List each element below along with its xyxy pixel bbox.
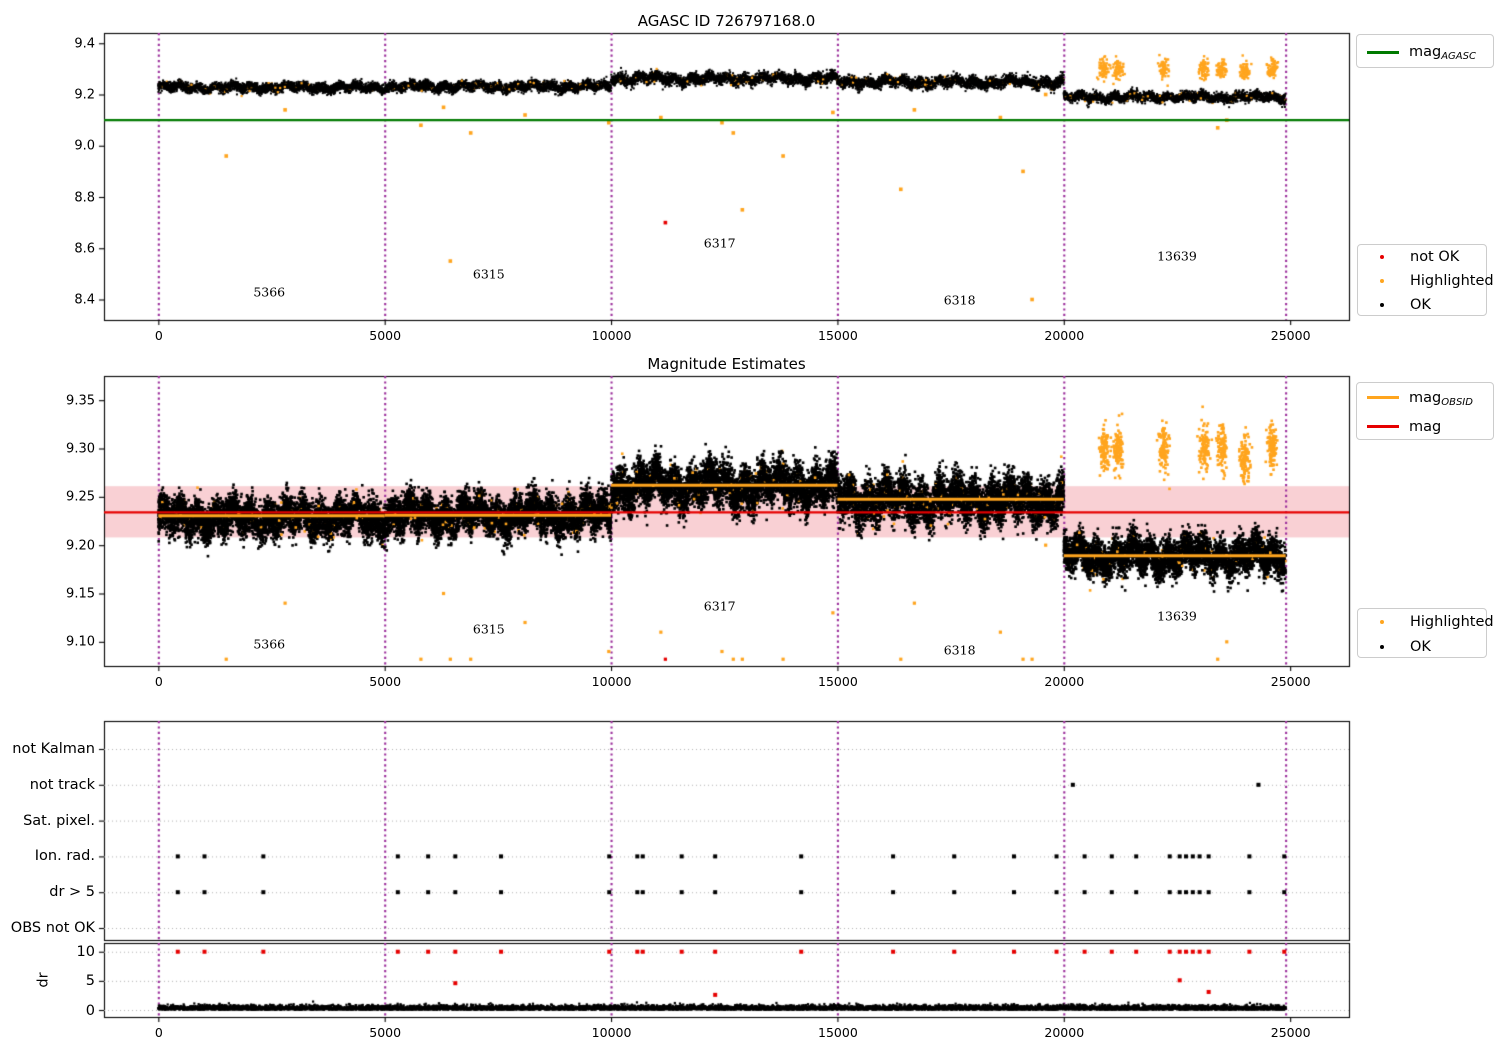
bot-xtick-2: 10000 — [591, 1025, 632, 1040]
legend-classes-mid-label-0: Highlighted — [1410, 613, 1494, 630]
mid-xtick-0: 0 — [154, 674, 163, 689]
top-xtick-0: 0 — [154, 328, 163, 343]
top-xtick-5: 25000 — [1270, 328, 1311, 343]
obsid-label-top-6318: 6318 — [943, 292, 976, 307]
top-ytick-5: 9.4 — [74, 36, 95, 52]
obsid-label-mid-6315: 6315 — [472, 621, 505, 637]
flag-row-label-4: dr > 5 — [49, 884, 95, 901]
top-ytick-4: 9.2 — [74, 87, 95, 103]
legend-mag-lines-label-0: magOBSID — [1409, 389, 1473, 408]
dr-axis-label: dr — [35, 972, 52, 988]
legend-classes-top-label-2: OK — [1410, 297, 1431, 313]
legend-classes-top-label-1: Highlighted — [1410, 273, 1494, 289]
flag-row-label-1: not track — [29, 776, 95, 793]
legend-mag-lines-line-0 — [1367, 396, 1399, 399]
legend-classes-mid-dot-1 — [1380, 644, 1384, 649]
legend-mag-lines: magOBSID mag — [1356, 382, 1494, 440]
top-xtick-1: 5000 — [369, 328, 402, 343]
flag-row-label-2: Sat. pixel. — [23, 812, 95, 829]
obsid-label-mid-6317: 6317 — [703, 598, 736, 614]
mid-xtick-2: 10000 — [591, 674, 632, 689]
mid-xtick-5: 25000 — [1270, 674, 1311, 689]
obsid-label-mid-6318: 6318 — [943, 642, 976, 658]
bot-xtick-1: 5000 — [369, 1025, 402, 1040]
mid-ytick-4: 9.30 — [66, 441, 95, 457]
middle-panel-title: Magnitude Estimates — [647, 355, 806, 373]
legend-mag-agasc-label-0: magAGASC — [1409, 44, 1476, 62]
mid-ytick-3: 9.25 — [66, 489, 95, 505]
mid-xtick-1: 5000 — [369, 674, 402, 689]
mid-ytick-1: 9.15 — [66, 586, 95, 602]
flag-row-label-5: OBS not OK — [10, 920, 95, 936]
legend-point-classes-middle: Highlighted OK — [1357, 608, 1494, 658]
legend-mag-agasc-line-0 — [1367, 50, 1399, 54]
top-xtick-2: 10000 — [591, 328, 632, 343]
dr-ytick-0: 0 — [85, 1002, 95, 1019]
top-ytick-1: 8.6 — [74, 241, 95, 257]
legend-classes-top-dot-1 — [1380, 279, 1384, 283]
page-title: AGASC ID 726797168.0 — [637, 12, 816, 30]
legend-mag-agasc: magAGASC — [1356, 34, 1494, 68]
bot-xtick-3: 15000 — [818, 1025, 858, 1040]
top-ytick-2: 8.8 — [74, 190, 95, 205]
top-xtick-3: 15000 — [818, 328, 858, 343]
dr-ytick-2: 10 — [76, 944, 95, 961]
obsid-label-mid-13639: 13639 — [1157, 608, 1197, 624]
legend-classes-mid-label-1: OK — [1410, 638, 1431, 655]
top-xtick-4: 20000 — [1044, 328, 1085, 343]
obsid-label-top-5366: 5366 — [253, 284, 286, 300]
obsid-label-mid-5366: 5366 — [253, 636, 286, 652]
obsid-label-top-6315: 6315 — [472, 266, 505, 282]
mid-xtick-3: 15000 — [818, 674, 858, 689]
bot-xtick-5: 25000 — [1270, 1025, 1311, 1040]
legend-mag-lines-line-1 — [1367, 425, 1399, 428]
legend-point-classes-top: not OK Highlighted OK — [1357, 244, 1494, 316]
mid-xtick-4: 20000 — [1044, 674, 1085, 689]
bot-xtick-4: 20000 — [1044, 1025, 1085, 1040]
bot-xtick-0: 0 — [154, 1025, 163, 1040]
obsid-label-top-6317: 6317 — [703, 235, 736, 251]
flag-row-label-3: Ion. rad. — [34, 848, 95, 865]
legend-classes-mid-dot-0 — [1380, 619, 1384, 624]
legend-classes-top-dot-0 — [1380, 255, 1384, 259]
legend-classes-top-label-0: not OK — [1410, 249, 1460, 265]
dr-ytick-1: 5 — [85, 973, 95, 990]
legend-classes-top-dot-2 — [1380, 303, 1384, 307]
obsid-label-top-13639: 13639 — [1157, 248, 1197, 264]
flag-row-label-0: not Kalman — [12, 741, 95, 757]
mid-ytick-0: 9.10 — [66, 634, 95, 650]
top-ytick-3: 9.0 — [74, 138, 95, 154]
legend-mag-lines-label-1: mag — [1409, 418, 1442, 435]
mid-ytick-5: 9.35 — [66, 393, 95, 409]
mid-ytick-2: 9.20 — [66, 538, 95, 554]
top-ytick-0: 8.4 — [74, 292, 95, 308]
